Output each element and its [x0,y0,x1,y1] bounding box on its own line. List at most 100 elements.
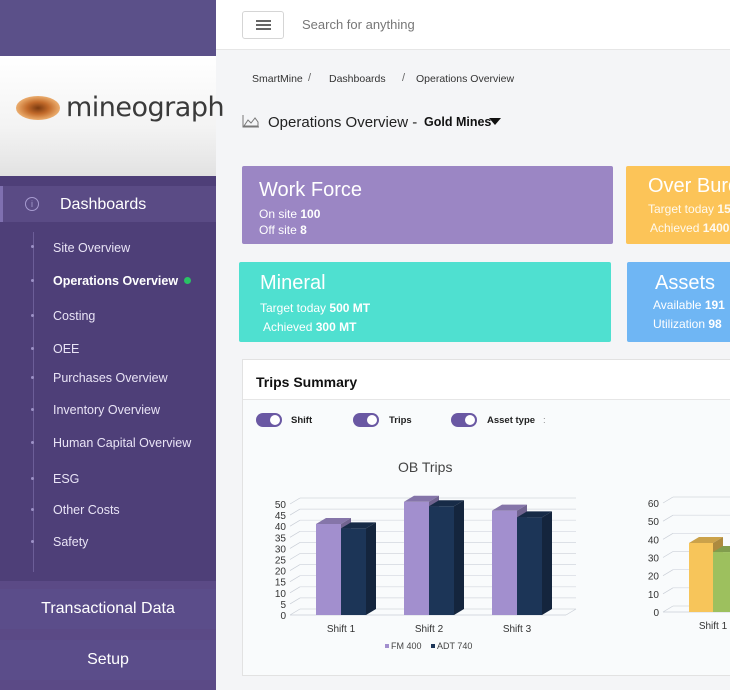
bar [404,501,429,615]
gridline [289,597,301,605]
card-value: 8 [300,223,307,237]
card-value: 300 MT [315,320,357,334]
sidebar-item-costing[interactable]: Costing [53,309,96,323]
sidebar-item-site-overview[interactable]: Site Overview [53,241,131,255]
workforce-card[interactable]: Work Force On site 100 Off site 8 [242,166,613,244]
sidebar-item-safety[interactable]: Safety [53,535,89,549]
page-title: Operations Overview - [268,114,418,131]
bar-top [689,536,723,543]
card-title: Assets [655,272,716,294]
info-icon: i [25,197,39,211]
gridline [289,564,301,571]
bar-top [492,504,527,511]
gridline [289,530,301,538]
bullet-icon [31,540,34,543]
card-value: 98 [708,317,722,331]
sidebar-dashboards-label[interactable]: Dashboards [60,196,147,213]
trips-summary-title: Trips Summary [256,374,358,390]
y-tick-label: 45 [275,511,287,522]
bullet-icon [31,314,34,317]
overburden-card[interactable]: Over Burd Target today 15 Achieved 1400 [626,166,730,244]
card-label: Available [653,298,702,312]
breadcrumb-item-dashboards[interactable]: Dashboards [329,73,386,85]
y-tick-label: 0 [280,611,286,622]
mineral-card[interactable]: Mineral Target today 500 MT Achieved 300… [239,262,611,342]
bar [517,517,542,615]
more-options-icon[interactable]: : [543,415,546,426]
y-tick-label: 0 [653,608,659,619]
card-label: Achieved [263,320,313,334]
assets-card[interactable]: Assets Available 191 Utilization 98 [627,262,730,342]
sidebar-item-human-capital-overview[interactable]: Human Capital Overview [53,436,192,450]
trips-toggle[interactable] [353,413,379,427]
sidebar-top-strip [0,0,216,56]
y-tick-label: 20 [648,572,660,583]
asset-type-toggle-label: Asset type [487,415,536,426]
legend-label: FM 400 [391,641,422,651]
x-tick-label: Shift 2 [415,624,444,635]
logo-icon [16,96,60,120]
sidebar-item-oee[interactable]: OEE [53,342,80,356]
bar-top [316,517,351,524]
y-tick-label: 35 [275,533,287,544]
axis-line [565,608,577,616]
sidebar-item-esg[interactable]: ESG [53,472,80,486]
gridline [662,587,674,595]
y-tick-label: 30 [275,544,287,555]
shift-toggle[interactable] [256,413,282,427]
gridline [662,533,674,540]
y-tick-label: 40 [275,522,287,533]
sidebar-item-purchases-overview[interactable]: Purchases Overview [53,371,168,385]
gridline [662,496,674,504]
gridline [289,553,301,560]
card-title: Work Force [259,179,362,201]
bar [429,506,454,615]
card-line: On site 100 [259,207,320,221]
gridline [662,551,674,558]
card-label: Target today [648,202,715,216]
sidebar-item-inventory-overview[interactable]: Inventory Overview [53,403,160,417]
card-label: Off site [259,223,297,237]
bar [689,542,713,612]
card-value: 191 [704,298,725,312]
chevron-down-icon[interactable] [489,118,501,125]
y-tick-label: 10 [648,590,660,601]
bullet-icon [31,477,34,480]
gridline [289,608,301,616]
y-tick-label: 30 [648,554,660,565]
bar-top [404,495,439,502]
sidebar-item-operations-overview[interactable]: Operations Overview [53,274,179,288]
hamburger-icon-line [256,28,271,30]
sidebar-transactional-data[interactable]: Transactional Data [0,589,216,629]
site-selector[interactable]: Gold Mines [424,115,492,129]
bullet-icon [31,347,34,350]
card-line: Achieved 300 MT [263,320,356,334]
x-tick-label: Shift 1 [327,624,356,635]
sidebar-item-other-costs[interactable]: Other Costs [53,503,120,517]
card-value: 500 MT [329,301,371,315]
sidebar-nav [0,176,216,581]
breadcrumb-item-current: Operations Overview [416,73,515,85]
card-value: 1400 [702,221,730,235]
active-indicator-icon [184,277,191,284]
bullet-icon [31,508,34,511]
sidebar-setup[interactable]: Setup [0,640,216,680]
card-line: Available 191 [653,298,725,312]
search-input[interactable]: Search for anything [302,17,415,32]
gridline [289,575,301,583]
hamburger-menu-button[interactable] [242,11,284,39]
bar-top [713,546,730,553]
bar-top [341,522,376,529]
asset-type-toggle[interactable] [451,413,477,427]
card-title: Mineral [260,272,326,294]
bullet-icon [31,441,34,444]
bullet-icon [31,245,34,248]
topbar [216,0,730,50]
tree-line [33,232,34,572]
gridline [289,497,301,505]
card-value: 100 [300,207,321,221]
breadcrumb-item-smartmine[interactable]: SmartMine [252,73,303,85]
shift-toggle-label: Shift [291,415,313,426]
bar-side [366,522,376,615]
x-tick-label: Shift 3 [503,624,532,635]
